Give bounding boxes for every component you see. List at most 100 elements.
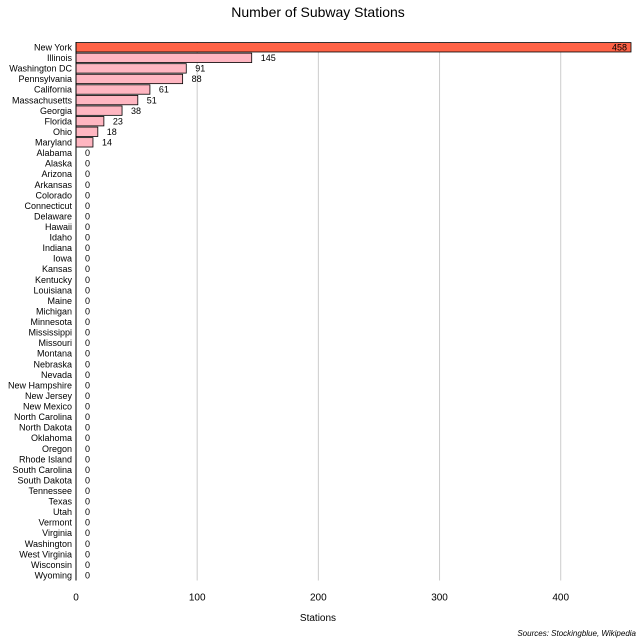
category-label: Oklahoma [31, 433, 72, 443]
value-label: 0 [85, 211, 90, 221]
value-label: 0 [85, 328, 90, 338]
bar [75, 63, 187, 74]
category-label: Rhode Island [19, 454, 72, 464]
value-label: 91 [195, 64, 205, 74]
value-label: 0 [85, 359, 90, 369]
value-label: 0 [85, 507, 90, 517]
value-label: 458 [612, 42, 627, 52]
category-label: Pennsylvania [18, 74, 72, 84]
value-label: 0 [85, 296, 90, 306]
value-label: 0 [85, 497, 90, 507]
category-label: Maine [47, 296, 72, 306]
category-label: South Carolina [12, 465, 72, 475]
value-label: 0 [85, 338, 90, 348]
bar [75, 42, 632, 53]
value-label: 0 [85, 423, 90, 433]
category-label: Alaska [45, 159, 72, 169]
value-label: 0 [85, 233, 90, 243]
category-label: Missouri [38, 338, 72, 348]
bar [75, 73, 184, 85]
value-label: 88 [192, 74, 202, 84]
bar [75, 105, 123, 116]
value-label: 0 [85, 412, 90, 422]
value-label: 0 [85, 444, 90, 454]
bar [75, 126, 99, 137]
category-label: Kansas [42, 264, 73, 274]
value-label: 0 [85, 465, 90, 475]
category-label: Mississippi [28, 328, 72, 338]
category-label: Utah [53, 507, 72, 517]
category-label: North Dakota [19, 423, 72, 433]
x-tick-label: 300 [431, 593, 448, 604]
value-label: 14 [102, 138, 112, 148]
category-label: California [34, 85, 72, 95]
value-label: 51 [147, 95, 157, 105]
chart-title: Number of Subway Stations [231, 4, 405, 20]
category-label: New Hampshire [8, 380, 72, 390]
category-label: Colorado [35, 190, 72, 200]
x-axis-ticks: 0 100 200 300 400 [73, 593, 569, 604]
category-label: Alabama [36, 148, 72, 158]
category-label: Indiana [42, 243, 72, 253]
category-label: Oregon [42, 444, 72, 454]
x-tick-label: 200 [310, 593, 327, 604]
value-label: 0 [85, 380, 90, 390]
category-label: Washington [25, 539, 72, 549]
bar [75, 84, 151, 95]
category-label: Massachusetts [12, 95, 73, 105]
value-label: 0 [85, 349, 90, 359]
value-label: 0 [85, 433, 90, 443]
value-label: 0 [85, 570, 90, 580]
category-label: New Mexico [23, 402, 72, 412]
category-label: Nevada [41, 370, 72, 380]
category-label: New Jersey [25, 391, 73, 401]
value-label: 38 [131, 106, 141, 116]
category-label: Delaware [34, 211, 72, 221]
category-label: Nebraska [33, 359, 72, 369]
value-label: 0 [85, 264, 90, 274]
value-label: 0 [85, 306, 90, 316]
value-label: 145 [261, 53, 276, 63]
category-label: Arkansas [34, 180, 72, 190]
value-label: 0 [85, 475, 90, 485]
category-label: Georgia [40, 106, 72, 116]
value-label: 18 [107, 127, 117, 137]
category-label: Hawaii [45, 222, 72, 232]
x-tick-label: 100 [189, 593, 206, 604]
bar [75, 94, 139, 106]
value-label: 0 [85, 159, 90, 169]
value-label: 0 [85, 549, 90, 559]
category-label: Louisiana [33, 285, 72, 295]
category-label: Kentucky [35, 275, 73, 285]
value-label: 0 [85, 222, 90, 232]
category-label: Maryland [35, 138, 72, 148]
category-label: Idaho [49, 233, 72, 243]
category-label: West Virginia [19, 549, 72, 559]
bar [75, 52, 253, 63]
category-label: Texas [48, 497, 72, 507]
value-label: 0 [85, 190, 90, 200]
bar [75, 137, 94, 148]
category-label: North Carolina [14, 412, 72, 422]
bars [75, 42, 632, 148]
category-label: South Dakota [17, 475, 72, 485]
category-label: Wisconsin [31, 560, 72, 570]
value-labels: 4581459188615138231814000000000000000000… [85, 42, 627, 580]
value-label: 0 [85, 486, 90, 496]
value-label: 0 [85, 391, 90, 401]
value-label: 0 [85, 370, 90, 380]
category-label: Wyoming [35, 570, 72, 580]
value-label: 0 [85, 402, 90, 412]
category-label: Connecticut [24, 201, 72, 211]
category-label: Minnesota [30, 317, 72, 327]
category-label: Montana [37, 349, 72, 359]
gridlines [75, 42, 562, 581]
value-label: 0 [85, 317, 90, 327]
category-label: New York [34, 42, 73, 52]
value-label: 0 [85, 180, 90, 190]
value-label: 0 [85, 275, 90, 285]
category-label: Illinois [47, 53, 73, 63]
value-label: 0 [85, 169, 90, 179]
x-tick-label: 400 [552, 593, 569, 604]
